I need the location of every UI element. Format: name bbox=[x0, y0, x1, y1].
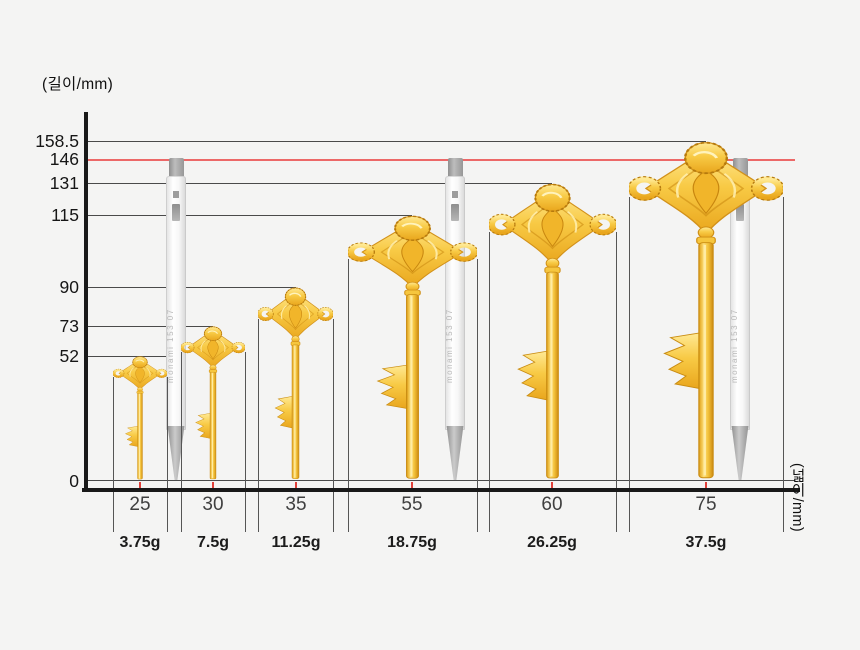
gridline-131mm bbox=[87, 183, 552, 184]
reference-pen-2: monami 153 07 bbox=[445, 158, 465, 480]
axis-center-tick bbox=[705, 482, 707, 488]
width-bracket-right bbox=[477, 259, 478, 532]
pen-push-button bbox=[447, 158, 463, 178]
x-axis-title: (넓이/mm) bbox=[789, 463, 805, 532]
gold-key-131mm bbox=[489, 183, 616, 480]
gold-key-52mm bbox=[113, 356, 167, 480]
gold-key-115mm bbox=[348, 215, 477, 480]
gridline-158.5mm bbox=[87, 141, 706, 142]
width-bracket-left bbox=[629, 197, 630, 532]
axis-center-tick bbox=[411, 482, 413, 488]
pen-clip bbox=[451, 204, 459, 221]
y-tick-label-158.5: 158.5 bbox=[35, 131, 79, 151]
pen-barrel bbox=[730, 176, 750, 430]
y-tick-label-131: 131 bbox=[49, 173, 79, 193]
y-tick-label-146: 146 bbox=[49, 149, 79, 169]
zero-gridline bbox=[87, 480, 795, 481]
weight-label: 3.75g bbox=[119, 534, 161, 551]
gridline-73mm bbox=[87, 326, 213, 327]
gold-key-73mm bbox=[181, 326, 245, 480]
width-bracket-left bbox=[181, 352, 182, 532]
width-label: 30 bbox=[202, 494, 224, 515]
pen-push-button bbox=[168, 158, 184, 178]
y-tick-label-52: 52 bbox=[59, 346, 79, 366]
axis-center-tick bbox=[139, 482, 141, 488]
y-axis-title: (길이/mm) bbox=[42, 76, 114, 93]
pen-clip bbox=[736, 204, 744, 221]
width-bracket-right bbox=[245, 352, 246, 532]
pen-clip-mount bbox=[173, 191, 179, 198]
weight-label: 26.25g bbox=[527, 534, 577, 551]
axis-center-tick bbox=[295, 482, 297, 488]
width-label: 55 bbox=[401, 494, 423, 515]
axis-center-tick bbox=[551, 482, 553, 488]
width-label: 25 bbox=[129, 494, 151, 515]
reference-line-146mm bbox=[87, 159, 795, 161]
width-bracket-left bbox=[113, 377, 114, 532]
weight-label: 18.75g bbox=[387, 534, 437, 551]
width-label: 35 bbox=[285, 494, 307, 515]
width-label: 75 bbox=[695, 494, 717, 515]
y-tick-label-0: 0 bbox=[69, 471, 79, 491]
width-bracket-right bbox=[783, 197, 784, 532]
width-bracket-right bbox=[167, 377, 168, 532]
gridline-90mm bbox=[87, 287, 296, 288]
width-bracket-right bbox=[616, 232, 617, 532]
gold-key-90mm bbox=[258, 287, 333, 480]
width-bracket-right bbox=[333, 319, 334, 532]
pen-barrel bbox=[445, 176, 465, 430]
pen-clip-mount bbox=[452, 191, 458, 198]
reference-pen-3: monami 153 07 bbox=[730, 158, 750, 480]
weight-label: 11.25g bbox=[271, 534, 321, 551]
y-tick-label-73: 73 bbox=[59, 316, 79, 336]
width-bracket-left bbox=[258, 319, 259, 532]
axis-center-tick bbox=[212, 482, 214, 488]
gridline-52mm bbox=[87, 356, 166, 357]
x-axis-line bbox=[82, 488, 800, 492]
weight-label: 7.5g bbox=[196, 534, 229, 551]
gridline-115mm bbox=[87, 215, 412, 216]
width-bracket-left bbox=[348, 259, 349, 532]
width-label: 60 bbox=[541, 494, 563, 515]
gold-key-158.5mm bbox=[629, 141, 783, 480]
y-axis-line bbox=[84, 112, 88, 492]
weight-label: 37.5g bbox=[685, 534, 727, 551]
y-tick-label-90: 90 bbox=[59, 277, 79, 297]
y-tick-label-115: 115 bbox=[51, 205, 79, 225]
width-bracket-left bbox=[489, 232, 490, 532]
pen-clip bbox=[172, 204, 180, 221]
